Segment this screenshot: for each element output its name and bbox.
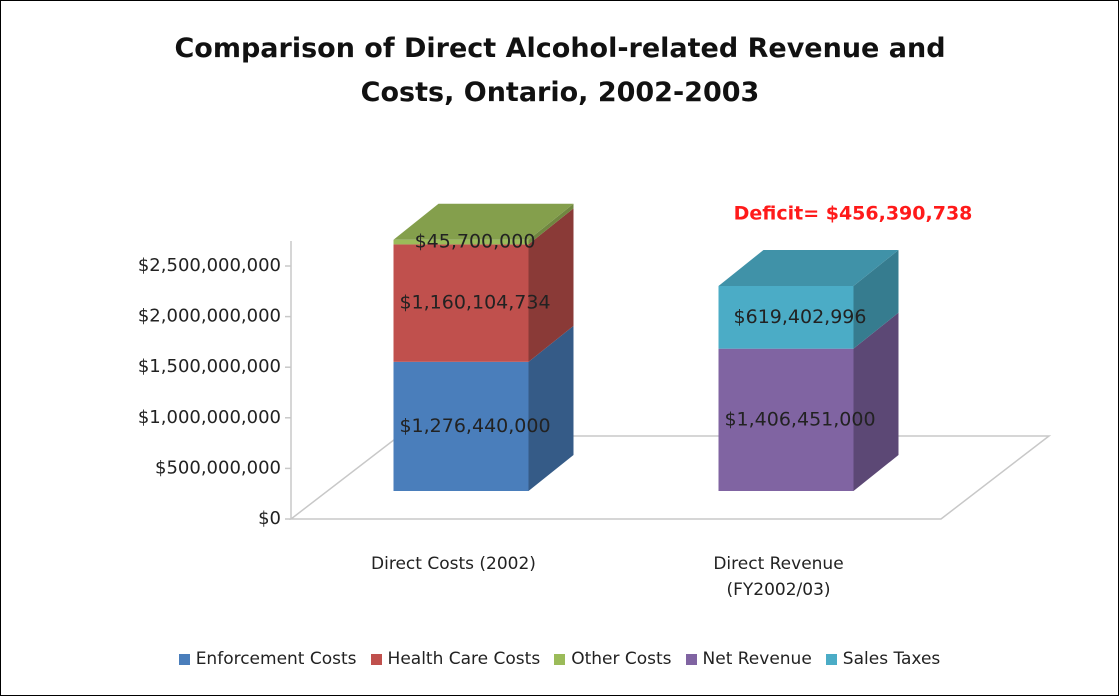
- bar-top: [718, 249, 899, 286]
- data-label: $45,700,000: [415, 231, 536, 253]
- y-tick-label: $2,000,000,000: [138, 306, 281, 327]
- bar-segment: [718, 285, 854, 349]
- legend-label: Health Care Costs: [387, 649, 541, 669]
- chart-title: Comparison of Direct Alcohol-related Rev…: [174, 33, 946, 108]
- bar-side: [528, 325, 574, 491]
- floor: [288, 435, 1052, 520]
- legend-swatch: [370, 653, 382, 665]
- legend-item: Health Care Costs: [370, 649, 541, 669]
- x-tick-label: Direct Revenue (FY2002/03): [713, 554, 844, 600]
- legend-swatch: [825, 653, 837, 665]
- x-tick-label: Direct Costs (2002): [371, 554, 536, 574]
- bar-side: [853, 312, 899, 491]
- legend-item: Sales Taxes: [825, 649, 941, 669]
- bar-side: [528, 208, 574, 362]
- legend-item: Other Costs: [554, 649, 672, 669]
- legend-label: Enforcement Costs: [195, 649, 357, 669]
- bar-segment: [393, 239, 529, 245]
- y-tick-label: $500,000,000: [155, 457, 281, 478]
- y-tick-label: $1,500,000,000: [138, 356, 281, 377]
- legend-swatch: [178, 653, 190, 665]
- bar-segment: [718, 348, 854, 491]
- y-tick-label: $2,500,000,000: [138, 255, 281, 276]
- bar-side: [853, 249, 899, 349]
- annotation: Deficit= $456,390,738: [734, 203, 973, 225]
- legend-swatch: [685, 653, 697, 665]
- bar-segment: [393, 244, 529, 362]
- legend-item: Enforcement Costs: [178, 649, 357, 669]
- legend-label: Net Revenue: [702, 649, 812, 669]
- y-tick-label: $1,000,000,000: [138, 407, 281, 428]
- bar-segment: [393, 361, 529, 491]
- legend-label: Sales Taxes: [842, 649, 941, 669]
- legend-label: Other Costs: [571, 649, 672, 669]
- data-label: $619,402,996: [734, 306, 867, 328]
- legend: Enforcement Costs Health Care Costs Other …: [1, 649, 1118, 669]
- data-label: $1,276,440,000: [399, 415, 550, 437]
- data-label: $1,160,104,734: [399, 292, 550, 314]
- legend-swatch: [554, 653, 566, 665]
- legend-item: Net Revenue: [685, 649, 812, 669]
- data-label: $1,406,451,000: [724, 408, 875, 430]
- bar-side: [528, 203, 574, 245]
- bar-top: [393, 203, 574, 240]
- y-tick-label: $0: [258, 508, 281, 529]
